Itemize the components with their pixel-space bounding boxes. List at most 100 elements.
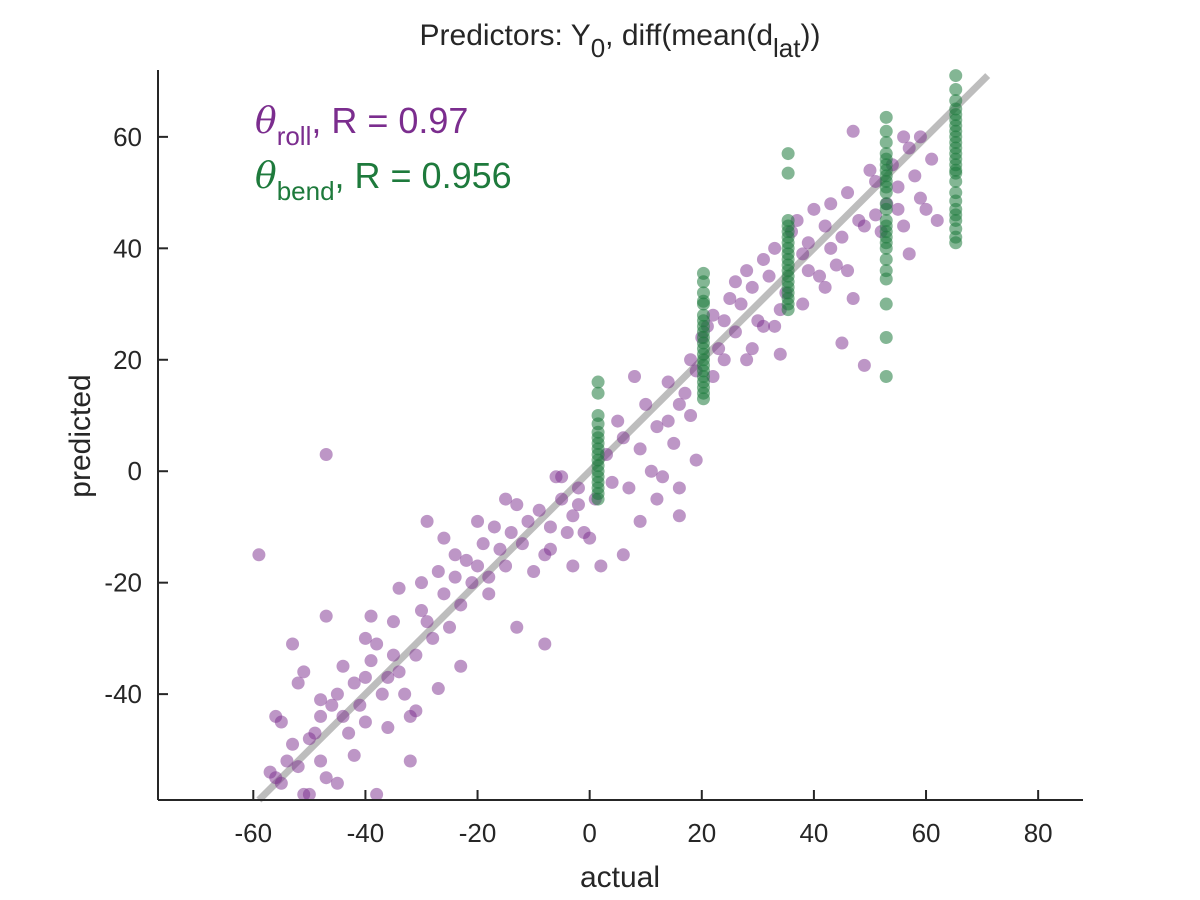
roll-point — [286, 737, 300, 751]
x-ticks: -60 -40 -20 0 20 40 60 80 — [235, 790, 1053, 848]
roll-point — [863, 163, 877, 177]
roll-point — [824, 241, 838, 255]
roll-point — [644, 464, 658, 478]
bend-point — [781, 147, 795, 161]
roll-point — [605, 475, 619, 489]
roll-point — [897, 219, 911, 233]
legend: θroll, R = 0.97 θbend, R = 0.956 — [255, 100, 512, 206]
x-tick-label: -60 — [235, 818, 273, 848]
roll-point — [308, 726, 322, 740]
roll-point — [482, 587, 496, 601]
x-tick-label: 80 — [1024, 818, 1053, 848]
bend-point — [879, 124, 893, 138]
y-tick-label: 0 — [128, 456, 142, 486]
roll-point — [684, 353, 698, 367]
title-end: )) — [801, 19, 821, 52]
roll-point — [471, 514, 485, 528]
roll-point — [672, 397, 686, 411]
roll-point — [633, 514, 647, 528]
y-tick-label: 20 — [113, 345, 142, 375]
x-tick-label: 20 — [687, 818, 716, 848]
roll-point — [796, 297, 810, 311]
bend-point — [879, 186, 893, 200]
bend-point — [949, 83, 963, 97]
roll-point — [420, 514, 434, 528]
roll-point — [919, 202, 933, 216]
roll-point — [869, 174, 883, 188]
roll-point — [768, 319, 782, 333]
roll-point — [706, 308, 720, 322]
roll-point — [857, 358, 871, 372]
roll-point — [571, 498, 585, 512]
bend-point — [696, 294, 710, 308]
roll-point — [319, 771, 333, 785]
roll-point — [639, 397, 653, 411]
bend-point — [879, 135, 893, 149]
roll-point — [672, 481, 686, 495]
roll-point — [420, 615, 434, 629]
roll-point — [330, 776, 344, 790]
roll-point — [358, 631, 372, 645]
roll-point — [403, 754, 417, 768]
roll-point — [437, 587, 451, 601]
roll-point — [857, 219, 871, 233]
roll-point — [302, 787, 316, 801]
roll-point — [768, 241, 782, 255]
roll-point — [454, 598, 468, 612]
roll-point — [689, 453, 703, 467]
y-tick-label: -40 — [104, 679, 142, 709]
roll-point — [319, 448, 333, 462]
roll-point — [661, 414, 675, 428]
roll-point — [796, 247, 810, 261]
legend-bend-subscript: bend — [277, 176, 335, 206]
y-tick-label: 40 — [113, 233, 142, 263]
roll-point — [813, 269, 827, 283]
roll-point — [650, 420, 664, 434]
roll-point — [560, 526, 574, 540]
roll-point — [336, 659, 350, 673]
roll-point — [409, 648, 423, 662]
bend-point — [879, 202, 893, 216]
bend-point — [949, 174, 963, 188]
bend-point — [879, 330, 893, 344]
roll-point — [342, 726, 356, 740]
roll-point — [280, 754, 294, 768]
roll-point — [274, 715, 288, 729]
roll-point — [824, 197, 838, 211]
bend-point — [949, 236, 963, 250]
roll-point — [286, 637, 300, 651]
roll-point — [358, 715, 372, 729]
roll-point — [902, 247, 916, 261]
roll-point — [431, 565, 445, 579]
roll-point — [745, 280, 759, 294]
bend-point — [879, 272, 893, 286]
roll-point — [756, 252, 770, 266]
roll-point — [728, 325, 742, 339]
roll-point — [443, 620, 457, 634]
roll-point — [566, 559, 580, 573]
roll-point — [734, 297, 748, 311]
roll-point — [543, 542, 557, 556]
roll-point — [291, 760, 305, 774]
roll-point — [426, 631, 440, 645]
roll-point — [448, 570, 462, 584]
x-axis-label: actual — [580, 861, 660, 894]
roll-point — [448, 548, 462, 562]
roll-point — [465, 576, 479, 590]
roll-point — [908, 169, 922, 183]
roll-point — [667, 436, 681, 450]
roll-point — [801, 236, 815, 250]
bend-point — [781, 166, 795, 180]
roll-point — [347, 676, 361, 690]
roll-point — [745, 342, 759, 356]
roll-point — [801, 264, 815, 278]
roll-point — [510, 620, 524, 634]
roll-point — [650, 492, 664, 506]
bend-point — [696, 392, 710, 406]
roll-point — [616, 548, 630, 562]
roll-point — [409, 704, 423, 718]
roll-point — [325, 698, 339, 712]
roll-point — [672, 509, 686, 523]
roll-point — [897, 130, 911, 144]
roll-point — [319, 609, 333, 623]
